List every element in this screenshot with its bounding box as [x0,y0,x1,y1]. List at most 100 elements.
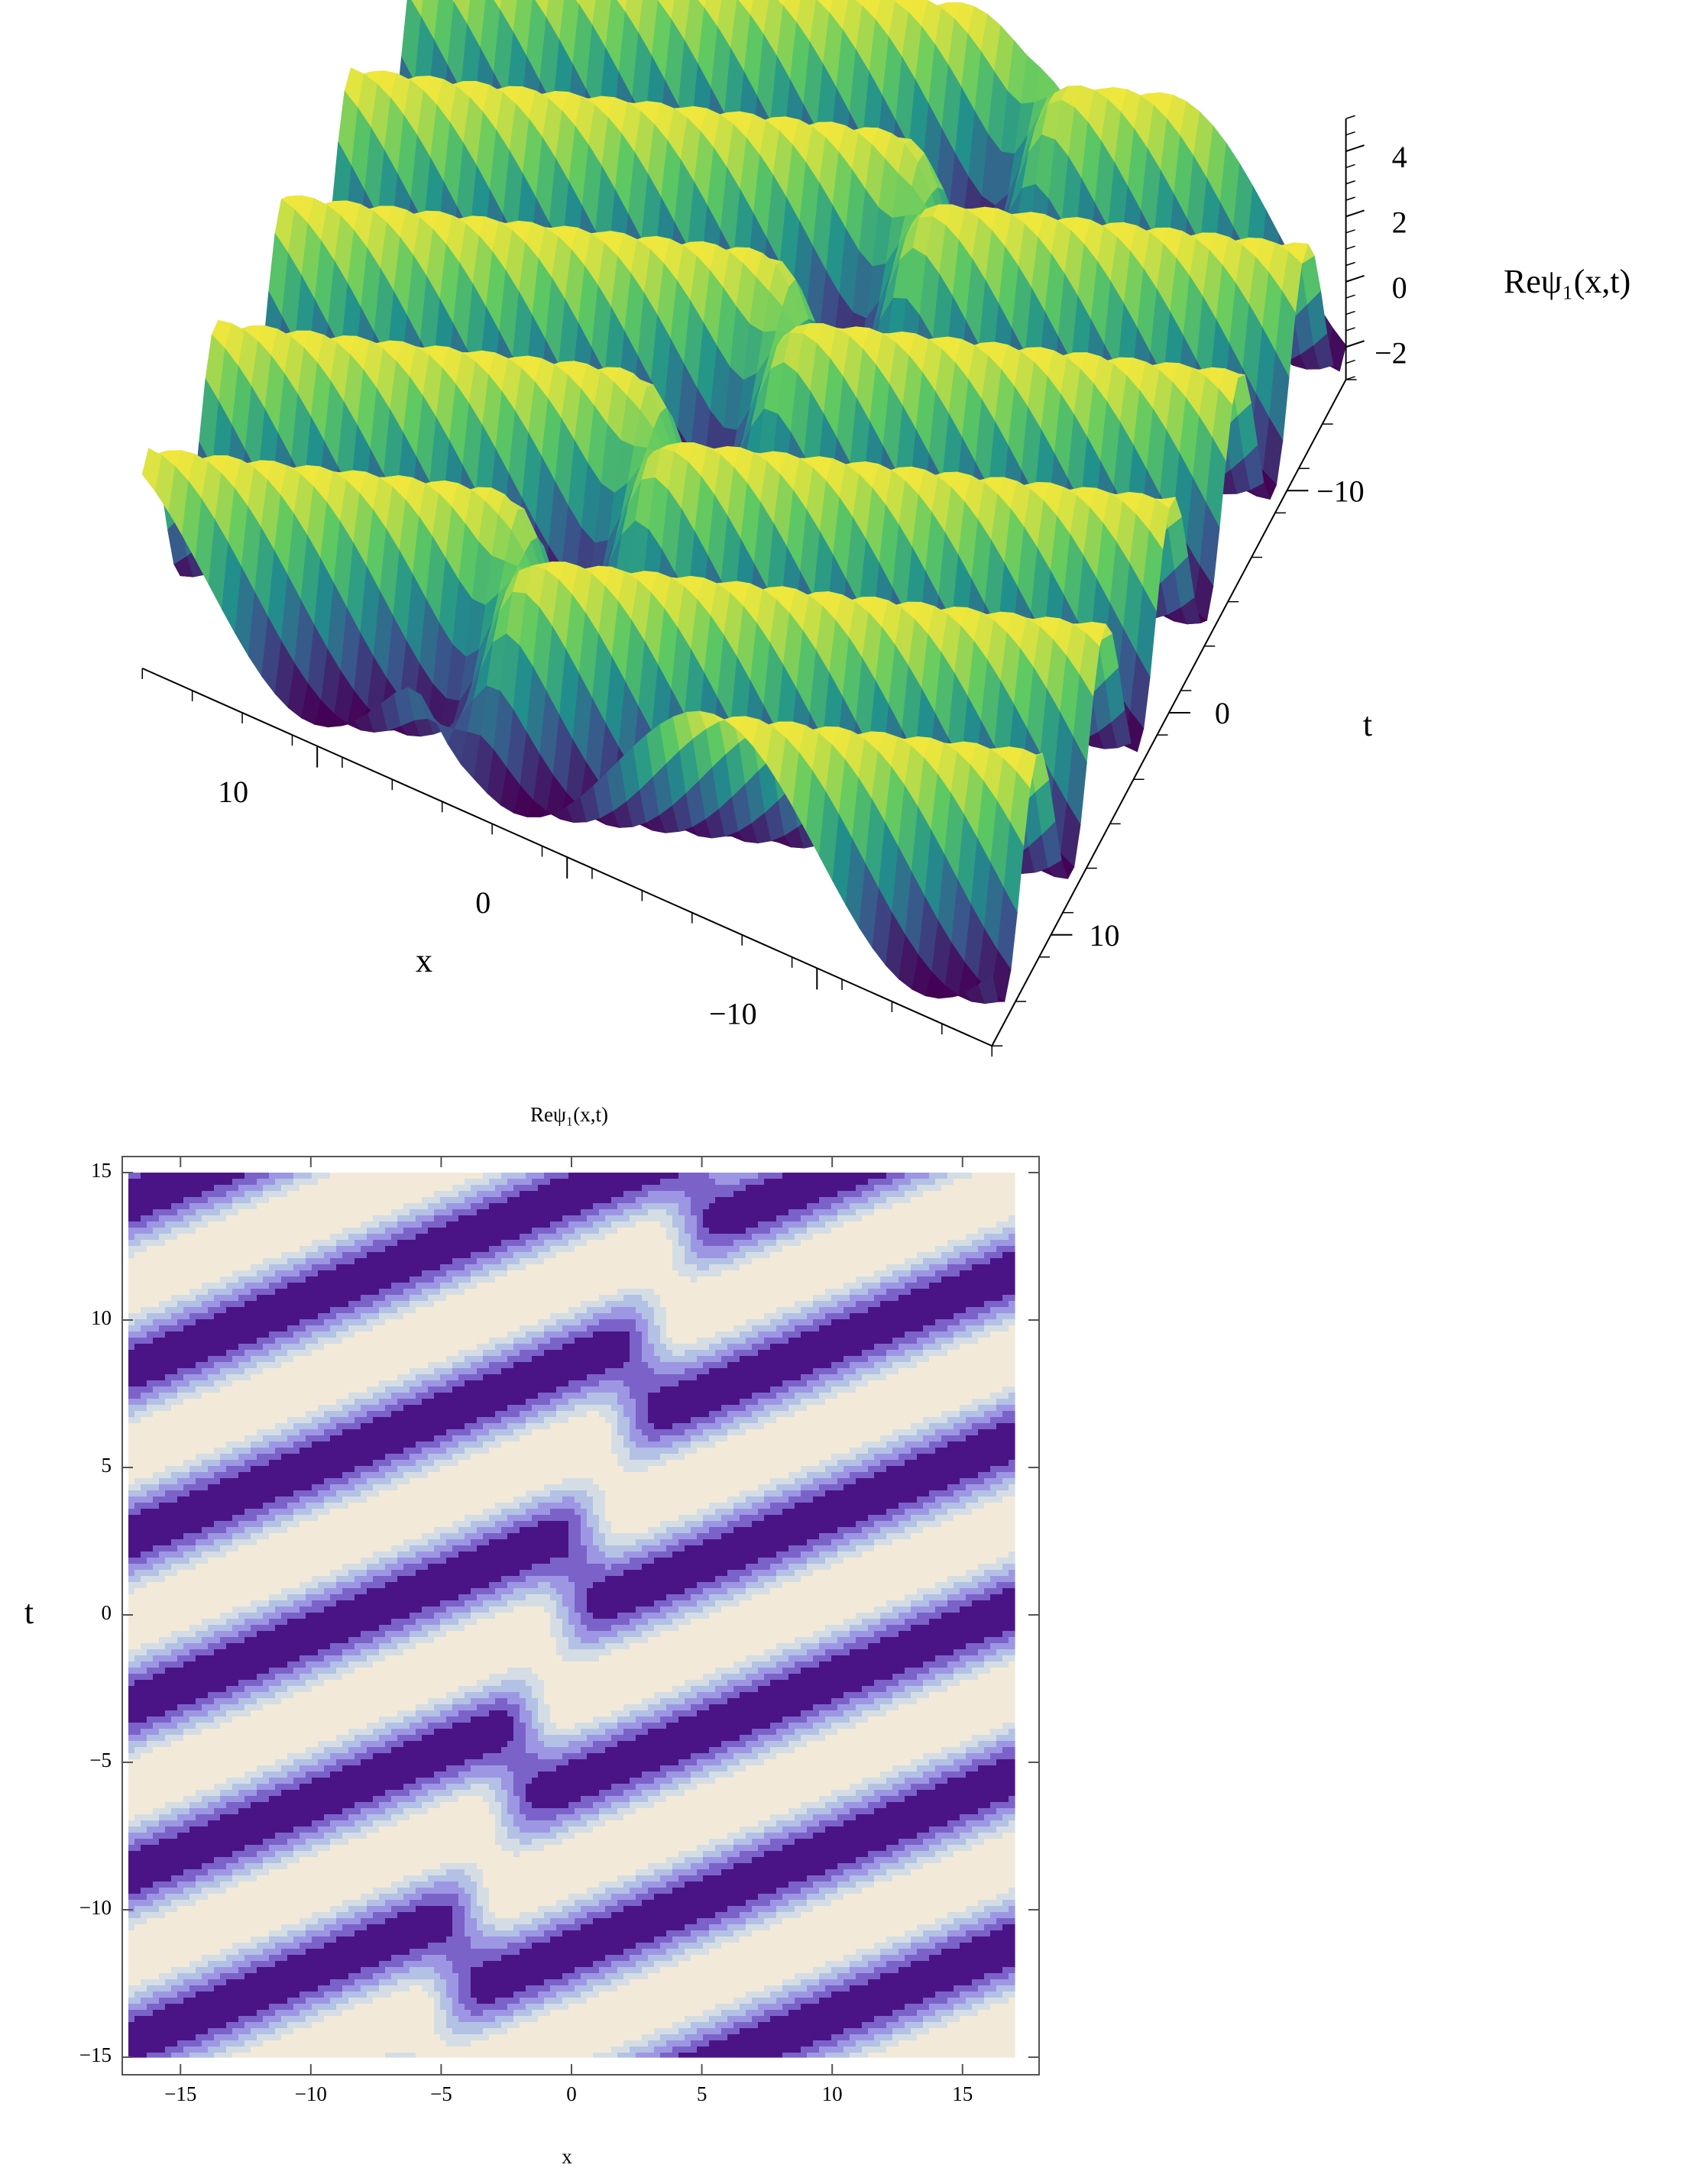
contour-cell [177,1649,184,1656]
contour-cell [147,1998,154,2004]
contour-cell [171,1368,178,1375]
contour-cell [171,1802,178,1809]
contour-cell [153,2028,160,2035]
contour-cell [147,1741,154,1748]
contour-cell [159,1704,166,1711]
contour-cell [165,1564,172,1571]
contour-cell [177,1179,184,1186]
contour-cell [171,1894,178,1901]
contour-cell [141,1283,147,1289]
contour-cell [141,1661,147,1668]
contour-cell [159,1460,166,1467]
contour-cell [165,1753,172,1760]
contour-cell [141,1949,147,1956]
contour-cell [171,1839,178,1846]
contour-cell [134,2004,141,2011]
contour-cell [134,1173,141,1179]
contour-cell [177,1881,184,1888]
contour-cell [153,1936,160,1943]
contour-cell [134,1576,141,1583]
contour-cell [177,1643,184,1650]
contour-cell [159,1411,166,1418]
contour-cell [134,1729,141,1736]
contour-cell [134,1643,141,1650]
contour-cell [134,1240,141,1247]
contour-cell [159,1918,166,1925]
contour-cell [171,1649,178,1656]
contour-cell [183,1295,190,1302]
contour-cell [134,1344,141,1351]
contour-cell [128,1399,135,1406]
contour-cell [159,1985,166,1992]
contour-cell [147,1735,154,1742]
contour-cell [128,2028,135,2035]
contour-cell [159,2010,166,2017]
contour-cell [171,1759,178,1766]
contour-cell [171,1283,178,1289]
contour-cell [128,1521,135,1528]
contour-cell [128,1539,135,1546]
contour-cell [165,1759,172,1766]
contour-cell [171,1631,178,1638]
contour-cell [153,1588,160,1595]
contour-cell [147,1985,154,1992]
contour-cell [134,1808,141,1815]
contour-cell [177,1435,184,1442]
contour-cell [128,1503,135,1509]
contour-cell [141,1936,147,1943]
contour-cell [159,1991,166,1998]
contour-cell [165,1643,172,1650]
contour-cell [177,1173,184,1179]
contour-cell [134,1258,141,1265]
contour-cell [141,1985,147,1992]
contour-cell [159,1875,166,1882]
contour-cell [128,1350,135,1357]
contour-cell [128,1234,135,1241]
contour-cell [177,1448,184,1454]
contour-cell [128,1490,135,1497]
contour-cell [177,1472,184,1479]
contour-cell [165,1435,172,1442]
contour-cell [134,1784,141,1791]
contour-cell [134,1839,141,1846]
contour-cell [171,1558,178,1564]
contour-cell [134,1967,141,1974]
contour-cell [153,1985,160,1992]
contour-cell [141,1924,147,1931]
contour-cell [159,1576,166,1583]
contour-cell [165,1509,172,1516]
contour-cell [141,1539,147,1546]
contour-cell [159,1466,166,1473]
contour-cell [128,1704,135,1711]
contour-cell [153,1698,160,1705]
contour-cell [147,1790,154,1797]
contour-cell [165,1820,172,1827]
contour-cell [141,1894,147,1901]
contour-cell [165,1814,172,1821]
contour-cell [128,1930,135,1937]
contour-cell [147,1533,154,1540]
contour-cell [147,1906,154,1913]
contour-cell [141,1503,147,1509]
contour-cell [165,1460,172,1467]
contour-cell [134,1203,141,1210]
contour-cell [141,1558,147,1564]
contour-cell [141,1723,147,1729]
contour-cell [141,1979,147,1986]
contour-cell [153,1405,160,1412]
contour-cell [147,1313,154,1320]
contour-cell [128,1283,135,1289]
contour-cell [171,1276,178,1283]
contour-cell [141,1796,147,1803]
contour-cell [153,1961,160,1968]
contour-cell [128,1790,135,1797]
contour-cell [147,1649,154,1656]
contour-cell [141,1380,147,1387]
contour-cell [134,1674,141,1681]
contour-cell [147,1949,154,1956]
contour-cell [171,1509,178,1516]
contour-cell [171,1448,178,1454]
contour-cell [153,1362,160,1369]
contour-cell [165,1545,172,1552]
contour-cell [134,1924,141,1931]
